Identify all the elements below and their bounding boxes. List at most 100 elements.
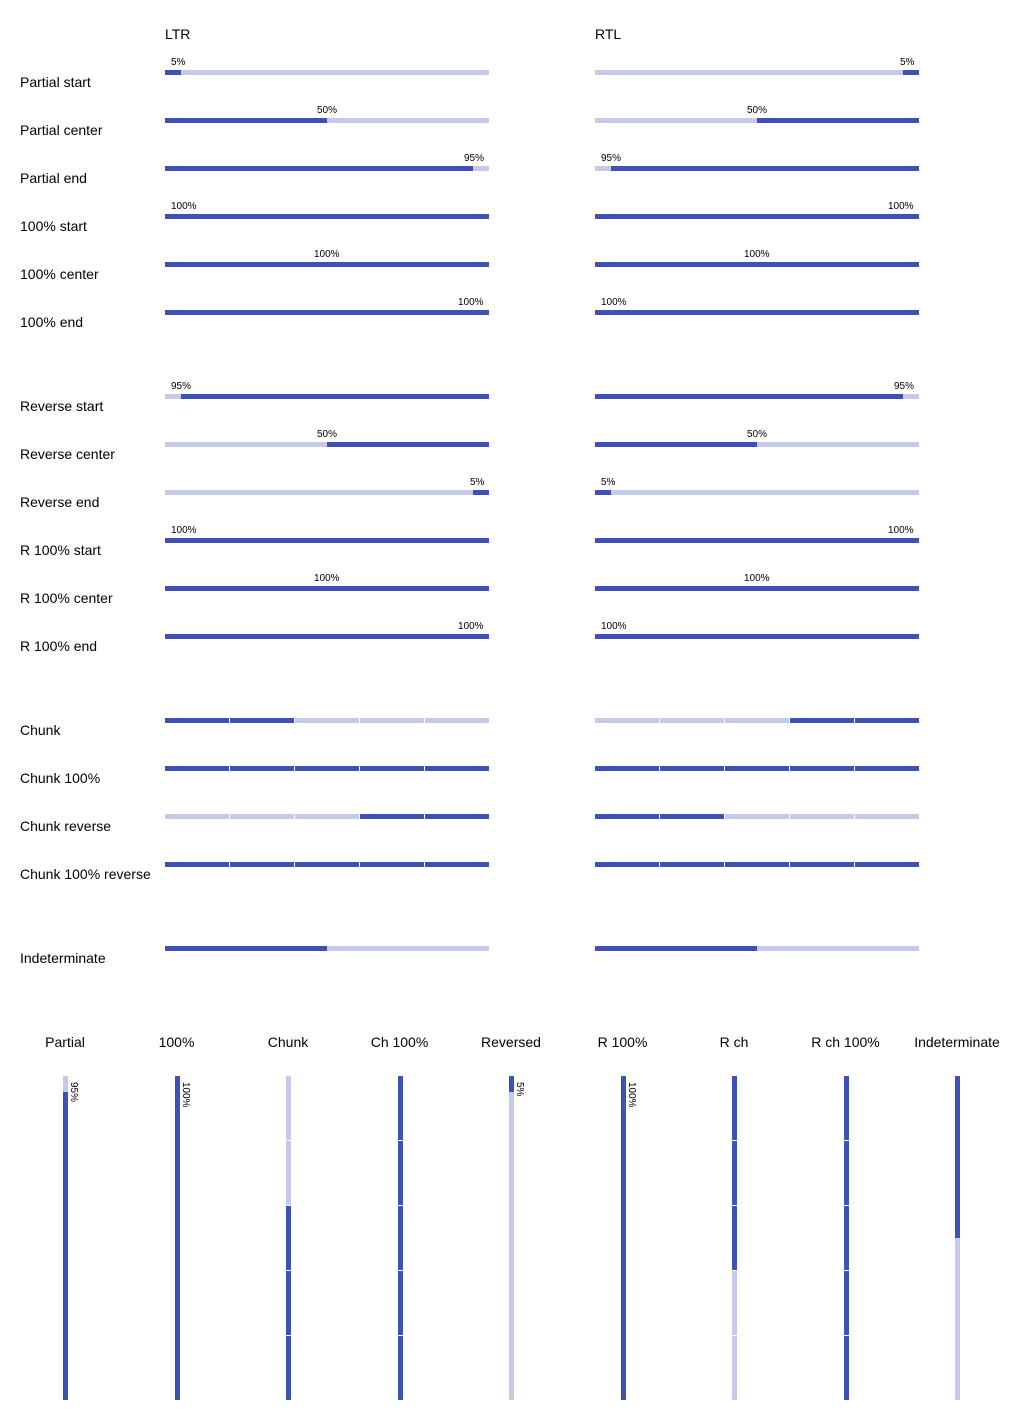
vertical-label-r-ch-100pct: R ch 100%: [811, 1034, 880, 1050]
progress-percent-label: 100%: [171, 201, 197, 212]
vertical-progress-bar: [621, 1076, 626, 1400]
progress-chunk: [286, 1076, 291, 1140]
progress-chunk: [660, 862, 724, 867]
progress-chunk: [595, 766, 659, 771]
progress-percent-label: 100%: [458, 297, 484, 308]
progress-chunk: [725, 718, 789, 723]
progress-chunk: [230, 862, 294, 867]
progress-fill: [595, 946, 757, 951]
progress-percent-label: 50%: [317, 105, 338, 116]
vertical-progress-bar: [175, 1076, 180, 1400]
progress-fill: [595, 394, 903, 399]
progress-percent-label: 5%: [171, 57, 186, 68]
progress-percent-label: 100%: [601, 621, 627, 632]
progress-fill: [621, 1076, 626, 1400]
progress-percent-label: 100%: [626, 1082, 637, 1108]
progress-bar-rtl: [595, 214, 919, 219]
progress-chunk: [425, 766, 489, 771]
indeterminate-progress-bar-rtl: [595, 946, 919, 951]
progress-percent-label: 5%: [514, 1082, 525, 1097]
progress-percent-label: 95%: [601, 153, 622, 164]
progress-chunk: [425, 718, 489, 723]
progress-chunk: [398, 1141, 403, 1205]
progress-chunk: [790, 718, 854, 723]
row-label-100pct-start: 100% start: [20, 218, 87, 234]
vertical-indeterminate-progress-bar: [955, 1076, 960, 1400]
progress-chunk: [398, 1076, 403, 1140]
progress-chunk: [398, 1336, 403, 1400]
row-label-reverse-center: Reverse center: [20, 446, 115, 462]
progress-chunk: [165, 718, 229, 723]
progress-percent-label: 95%: [464, 153, 485, 164]
row-label-reverse-start: Reverse start: [20, 398, 104, 414]
progress-bar-rtl: [595, 442, 919, 447]
progress-chunk: [230, 766, 294, 771]
progress-chunk: [165, 766, 229, 771]
progress-chunk: [398, 1271, 403, 1335]
progress-bar-rtl: [595, 262, 919, 267]
progress-fill: [165, 262, 489, 267]
progress-chunk: [855, 814, 919, 819]
rtl-column-header: RTL: [595, 26, 622, 42]
vertical-chunked-progress-bar: [398, 1076, 403, 1400]
progress-percent-label: 100%: [601, 297, 627, 308]
progress-bar-rtl: [595, 70, 919, 75]
progress-percent-label: 5%: [900, 57, 915, 68]
progress-percent-label: 5%: [601, 477, 616, 488]
progress-fill: [165, 310, 489, 315]
progress-chunk: [295, 766, 359, 771]
progress-fill: [327, 442, 489, 447]
progress-chunk: [230, 814, 294, 819]
progress-percent-label: 100%: [888, 525, 914, 536]
chunked-progress-bar-rtl: [595, 766, 919, 771]
progress-chunk: [725, 766, 789, 771]
progress-chunk: [230, 718, 294, 723]
progress-chunk: [425, 862, 489, 867]
progress-chunk: [595, 814, 659, 819]
progress-bar-rtl: [595, 394, 919, 399]
progress-bar-ltr: [165, 634, 489, 639]
chunked-progress-bar-ltr: [165, 766, 489, 771]
progress-fill: [165, 634, 489, 639]
progress-chunk: [732, 1336, 737, 1400]
progress-bar-rtl: [595, 118, 919, 123]
row-label-chunk-100pct: Chunk 100%: [20, 770, 101, 786]
progress-chunk: [844, 1141, 849, 1205]
progress-fill: [902, 70, 919, 75]
progress-chunk: [286, 1141, 291, 1205]
progress-fill: [595, 538, 919, 543]
progress-fill: [757, 118, 919, 123]
progress-chunk: [360, 862, 424, 867]
vertical-label-reversed: Reversed: [481, 1034, 541, 1050]
row-label-chunk-reverse: Chunk reverse: [20, 818, 112, 834]
progress-fill: [165, 166, 473, 171]
progress-bar-ltr: [165, 70, 489, 75]
progress-percent-label: 100%: [171, 525, 197, 536]
chunked-progress-bar-ltr: [165, 862, 489, 867]
progress-percent-label: 100%: [180, 1082, 191, 1108]
progress-fill: [595, 214, 919, 219]
progress-chunk: [844, 1336, 849, 1400]
progress-chunk: [844, 1206, 849, 1270]
indeterminate-progress-bar-ltr: [165, 946, 489, 951]
row-label-chunk-100pct-reverse: Chunk 100% reverse: [20, 866, 151, 882]
progress-chunk: [660, 766, 724, 771]
progress-chunk: [660, 814, 724, 819]
chunked-progress-bar-rtl: [595, 814, 919, 819]
progress-bar-rtl: [595, 490, 919, 495]
progress-chunk: [732, 1271, 737, 1335]
ltr-column-header: LTR: [165, 26, 191, 42]
progress-chunk: [855, 862, 919, 867]
progress-bar-ltr: [165, 442, 489, 447]
progress-fill: [165, 946, 327, 951]
progress-chunk: [732, 1141, 737, 1205]
progress-chunk: [165, 862, 229, 867]
progress-fill: [181, 394, 489, 399]
progress-chunk: [725, 814, 789, 819]
chunked-progress-bar-ltr: [165, 718, 489, 723]
row-label-partial-start: Partial start: [20, 74, 91, 90]
progress-percent-label: 100%: [458, 621, 484, 632]
progress-percent-label: 50%: [317, 429, 338, 440]
progress-fill: [175, 1076, 180, 1400]
progress-percent-label: 100%: [314, 249, 340, 260]
